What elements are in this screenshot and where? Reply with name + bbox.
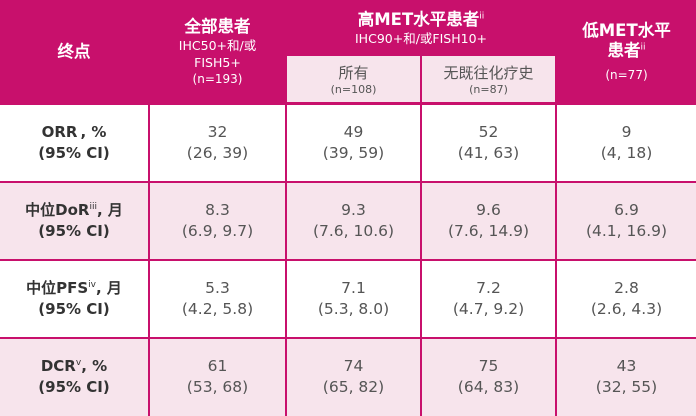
cell-value: 7.1 (341, 279, 366, 297)
cell-value: 9.3 (341, 201, 366, 219)
table-cell: 32 (26, 39) (150, 104, 285, 182)
header-high-criteria: IHC90+和/或FISH10+ (355, 30, 487, 46)
row-label-ci: (95% CI) (38, 378, 110, 396)
table-cell: 5.3 (4.2, 5.8) (150, 260, 285, 338)
cell-ci: (5.3, 8.0) (317, 300, 390, 318)
table-cell: 7.1 (5.3, 8.0) (287, 260, 420, 338)
cell-ci: (6.9, 9.7) (181, 222, 254, 240)
header-low-n: (n=77) (605, 68, 648, 82)
table-cell: 9.3 (7.6, 10.6) (287, 182, 420, 260)
cell-ci: (26, 39) (186, 144, 249, 162)
cell-ci: (65, 82) (322, 378, 385, 396)
table-cell: 49 (39, 59) (287, 104, 420, 182)
cell-value: 43 (616, 357, 637, 375)
table-cell: 9.6 (7.6, 14.9) (422, 182, 555, 260)
cell-value: 32 (207, 123, 228, 141)
row-label-main: 中位DoRiii, 月 (25, 201, 123, 219)
cell-value: 6.9 (614, 201, 639, 219)
header-high-met: 高MET水平患者ii IHC90+和/或FISH10+ (287, 0, 555, 56)
table-cell: 8.3 (6.9, 9.7) (150, 182, 285, 260)
subheader-high-all: 所有 (n=108) (287, 56, 420, 104)
grid-line-v4 (555, 0, 557, 416)
cell-value: 52 (478, 123, 499, 141)
row-label-ci: (95% CI) (38, 222, 110, 240)
cell-value: 75 (478, 357, 499, 375)
cell-ci: (7.6, 14.9) (447, 222, 530, 240)
table-cell: 75 (64, 83) (422, 338, 555, 416)
header-low-title-1: 低MET水平 (582, 21, 671, 40)
subheader-high-all-label: 所有 (338, 63, 369, 82)
subheader-high-naive: 无既往化疗史 (n=87) (422, 56, 555, 104)
header-all-title: 全部患者 (184, 17, 251, 36)
subheader-high-naive-label: 无既往化疗史 (443, 63, 534, 82)
table-cell: 61 (53, 68) (150, 338, 285, 416)
subheader-high-naive-n: (n=87) (469, 82, 508, 96)
header-all-criteria-1: IHC50+和/或 (178, 38, 257, 53)
row-label-main: 中位PFSiv, 月 (26, 279, 122, 297)
cell-value: 5.3 (205, 279, 230, 297)
cell-ci: (64, 83) (457, 378, 520, 396)
table-cell: 6.9 (4.1, 16.9) (557, 182, 696, 260)
cell-ci: (4, 18) (600, 144, 653, 162)
cell-value: 2.8 (614, 279, 639, 297)
grid-line-h2 (0, 259, 696, 261)
cell-ci: (39, 59) (322, 144, 385, 162)
cell-ci: (4.2, 5.8) (181, 300, 254, 318)
cell-ci: (41, 63) (457, 144, 520, 162)
header-low-title-2: 患者ii (607, 41, 646, 60)
table-cell: 7.2 (4.7, 9.2) (422, 260, 555, 338)
cell-value: 9 (621, 123, 632, 141)
grid-line-h3 (0, 337, 696, 339)
header-endpoint-label: 终点 (57, 42, 91, 61)
cell-ci: (4.7, 9.2) (452, 300, 525, 318)
cell-value: 49 (343, 123, 364, 141)
header-endpoint: 终点 (0, 0, 148, 104)
row-label-main: DCRv, % (40, 357, 108, 375)
grid-line-v2 (285, 0, 287, 416)
row-label-ci: (95% CI) (38, 300, 110, 318)
header-all-n: (n=193) (192, 72, 243, 86)
header-low-met: 低MET水平 患者ii (n=77) (557, 0, 696, 104)
grid-line-v3 (420, 56, 422, 416)
row-label-orr: ORR , % (95% CI) (0, 104, 148, 182)
row-label-ci: (95% CI) (38, 144, 110, 162)
cell-ci: (4.1, 16.9) (585, 222, 668, 240)
row-label-main: ORR , % (41, 123, 107, 141)
subheader-high-all-n: (n=108) (330, 82, 377, 96)
table-cell: 74 (65, 82) (287, 338, 420, 416)
table-cell: 2.8 (2.6, 4.3) (557, 260, 696, 338)
header-all-patients: 全部患者 IHC50+和/或 FISH5+ (n=193) (150, 0, 285, 104)
table-cell: 52 (41, 63) (422, 104, 555, 182)
row-label-pfs: 中位PFSiv, 月 (95% CI) (0, 260, 148, 338)
header-high-title: 高MET水平患者ii (357, 9, 485, 29)
grid-line-v1 (148, 0, 150, 416)
row-label-dor: 中位DoRiii, 月 (95% CI) (0, 182, 148, 260)
cell-ci: (53, 68) (186, 378, 249, 396)
table-cell: 9 (4, 18) (557, 104, 696, 182)
cell-value: 7.2 (476, 279, 501, 297)
grid-line-h-header (0, 102, 696, 105)
grid-line-h1 (0, 181, 696, 183)
cell-value: 74 (343, 357, 364, 375)
table-cell: 43 (32, 55) (557, 338, 696, 416)
cell-value: 8.3 (205, 201, 230, 219)
cell-ci: (2.6, 4.3) (590, 300, 663, 318)
cell-value: 61 (207, 357, 228, 375)
cell-ci: (32, 55) (595, 378, 658, 396)
cell-value: 9.6 (476, 201, 501, 219)
header-all-criteria-2: FISH5+ (194, 55, 241, 70)
row-label-dcr: DCRv, % (95% CI) (0, 338, 148, 416)
cell-ci: (7.6, 10.6) (312, 222, 395, 240)
